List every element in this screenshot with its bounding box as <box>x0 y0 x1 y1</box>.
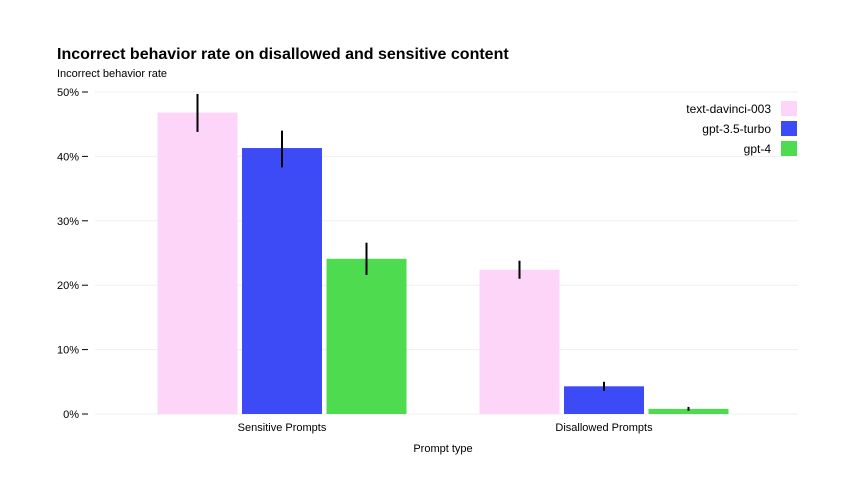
bar <box>564 386 644 414</box>
y-tick-label: 50% <box>57 87 79 99</box>
x-axis-title: Prompt type <box>413 443 472 455</box>
y-tick-label: 0% <box>63 409 79 421</box>
x-tick-label: Disallowed Prompts <box>555 422 653 434</box>
x-axis: Sensitive Prompts Disallowed Prompts <box>238 422 653 434</box>
chart-title: Incorrect behavior rate on disallowed an… <box>57 46 509 63</box>
y-axis-title: Incorrect behavior rate <box>57 68 167 80</box>
legend-swatch <box>781 141 797 156</box>
y-tick-label: 30% <box>57 216 79 228</box>
legend-label: gpt-3.5-turbo <box>702 122 771 136</box>
y-tick-label: 40% <box>57 151 79 163</box>
legend-label: text-davinci-003 <box>686 102 771 116</box>
legend-swatch <box>781 101 797 116</box>
bar <box>479 269 560 414</box>
y-tick-label: 20% <box>57 280 79 292</box>
bars <box>157 112 729 414</box>
bar <box>242 148 322 414</box>
legend-swatch <box>781 121 797 136</box>
legend: text-davinci-003 gpt-3.5-turbo gpt-4 <box>686 101 797 156</box>
legend-label: gpt-4 <box>744 142 772 156</box>
y-axis: 0% 10% 20% 30% 40% 50% <box>57 87 88 421</box>
y-tick-label: 10% <box>57 345 79 357</box>
x-tick-label: Sensitive Prompts <box>238 422 327 434</box>
bar <box>157 112 238 414</box>
bar <box>648 408 729 414</box>
bar <box>326 258 407 414</box>
error-bars <box>196 93 690 411</box>
